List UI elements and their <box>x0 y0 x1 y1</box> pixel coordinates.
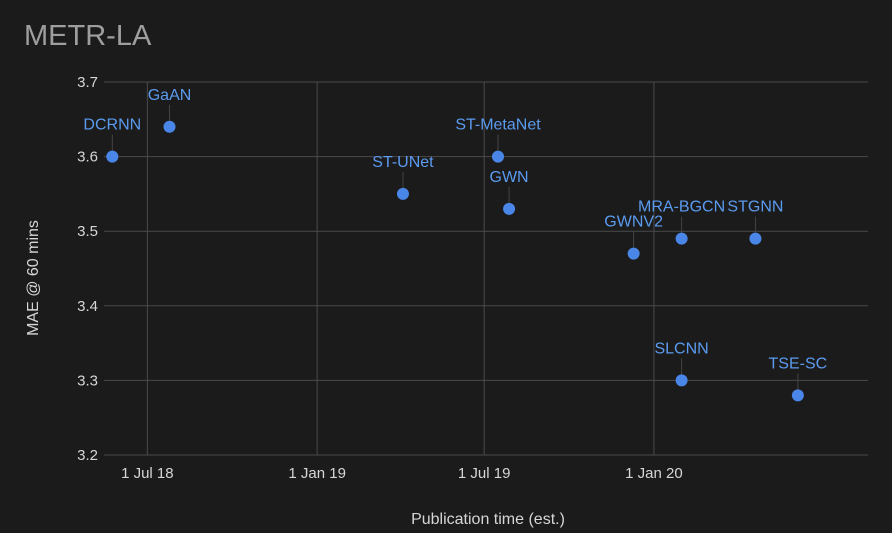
data-point <box>749 232 762 245</box>
y-tick-label: 3.6 <box>77 149 98 166</box>
chart-title: METR-LA <box>24 20 152 52</box>
y-tick-label: 3.4 <box>77 298 98 315</box>
x-tick-label: 1 Jan 20 <box>625 465 683 482</box>
y-tick-label: 3.2 <box>77 447 98 464</box>
data-point <box>675 374 688 387</box>
point-label: TSE-SC <box>769 355 828 372</box>
point-label: ST-MetaNet <box>455 117 541 134</box>
data-point <box>163 120 176 133</box>
data-point <box>675 232 688 245</box>
y-axis-label: MAE @ 60 mins <box>25 220 42 336</box>
data-point <box>503 202 516 215</box>
point-label: GaAN <box>148 87 192 104</box>
x-axis-label: Publication time (est.) <box>411 511 565 528</box>
data-point <box>491 150 504 163</box>
point-label: SLCNN <box>654 340 708 357</box>
y-tick-label: 3.7 <box>77 74 98 91</box>
x-tick-label: 1 Jul 18 <box>121 465 174 482</box>
point-label: MRA-BGCN <box>638 199 725 216</box>
point-label: GWN <box>490 169 529 186</box>
data-point <box>396 187 409 200</box>
x-tick-label: 1 Jul 19 <box>458 465 511 482</box>
point-label: STGNN <box>727 199 783 216</box>
data-point <box>106 150 119 163</box>
point-label: ST-UNet <box>372 154 434 171</box>
x-tick-label: 1 Jan 19 <box>288 465 346 482</box>
data-point <box>791 389 804 402</box>
y-tick-label: 3.3 <box>77 372 98 389</box>
point-label: DCRNN <box>83 117 141 134</box>
point-label: GWNV2 <box>604 214 663 231</box>
y-tick-label: 3.5 <box>77 223 98 240</box>
data-point <box>627 247 640 260</box>
